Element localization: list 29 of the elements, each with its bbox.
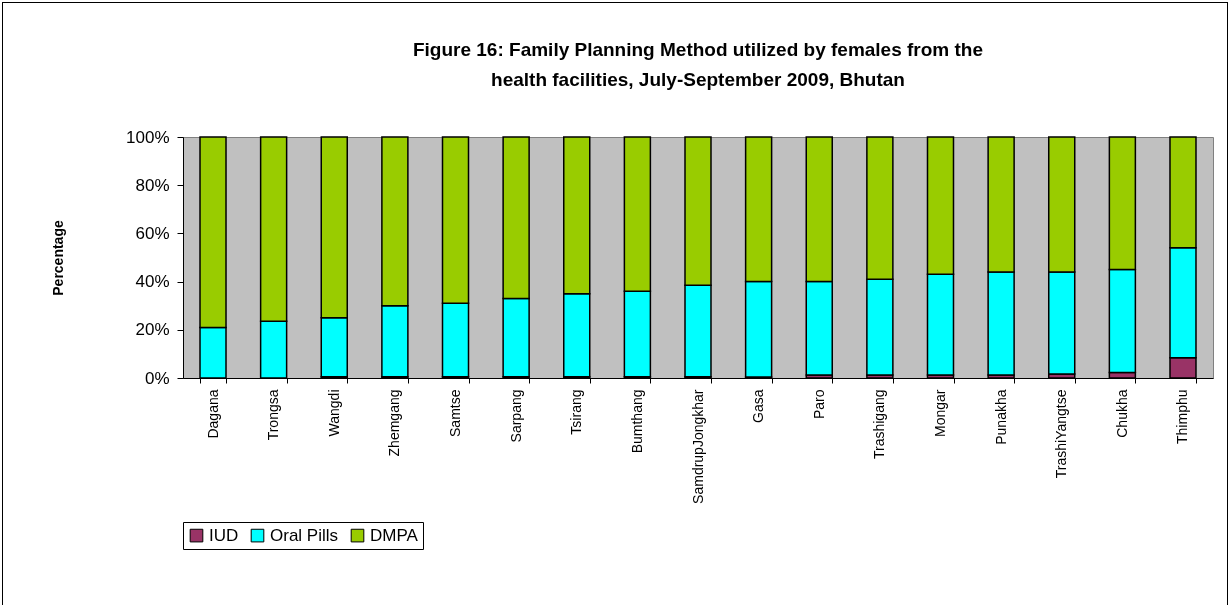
x-tick-label: Punakha <box>992 389 1009 445</box>
legend-label: Oral Pills <box>270 525 339 545</box>
y-tick-label: 20% <box>135 320 170 340</box>
text: Figure 16: Family Planning Method utilized by females from the <box>412 39 984 60</box>
y-tick-label: 80% <box>135 175 170 195</box>
text: health facilities, July-September 2009, Bhutan <box>491 69 905 90</box>
x-tick-label: Tsirang <box>568 389 585 435</box>
x-tick-label: TrashiYangtse <box>1053 389 1070 479</box>
x-tick-label: Samtse <box>447 389 463 437</box>
y-tick-label: 60% <box>135 223 170 243</box>
legend-label: IUD <box>209 525 239 545</box>
x-tick-label: Sarpang <box>507 389 524 443</box>
x-tick-label: Paro <box>810 389 827 420</box>
x-tick-label: Chukha <box>1113 389 1130 438</box>
x-tick-label: Thimphu <box>1174 389 1191 444</box>
x-tick-label: Bumthang <box>628 389 645 454</box>
x-tick-label: SamdrupJongkhar <box>689 389 706 504</box>
x-tick-label: Trongsa <box>265 389 282 441</box>
y-axis-title: Percentage <box>50 220 67 296</box>
x-tick-label: Dagana <box>204 389 221 439</box>
y-tick-label: 0% <box>144 368 170 388</box>
x-tick-label: Zhemgang <box>386 389 403 457</box>
x-tick-label: Wangdi <box>325 389 342 437</box>
x-tick-label: Gasa <box>750 389 767 423</box>
x-tick-label: Trashigang <box>871 389 888 460</box>
x-tick-label: Mongar <box>932 389 948 437</box>
y-tick-label: 40% <box>135 272 170 292</box>
legend-label: DMPA <box>370 525 419 545</box>
y-tick-label: 100% <box>126 127 170 147</box>
